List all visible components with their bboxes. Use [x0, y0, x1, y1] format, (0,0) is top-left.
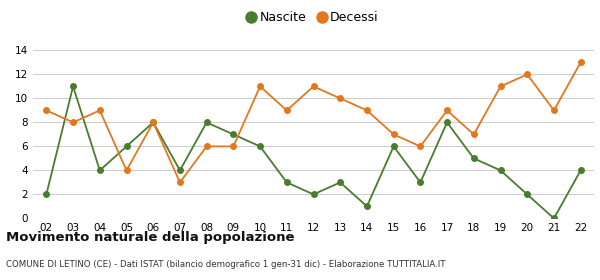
Legend: Nascite, Decessi: Nascite, Decessi	[244, 6, 383, 29]
Text: Movimento naturale della popolazione: Movimento naturale della popolazione	[6, 231, 295, 244]
Text: COMUNE DI LETINO (CE) - Dati ISTAT (bilancio demografico 1 gen-31 dic) - Elabora: COMUNE DI LETINO (CE) - Dati ISTAT (bila…	[6, 260, 445, 269]
